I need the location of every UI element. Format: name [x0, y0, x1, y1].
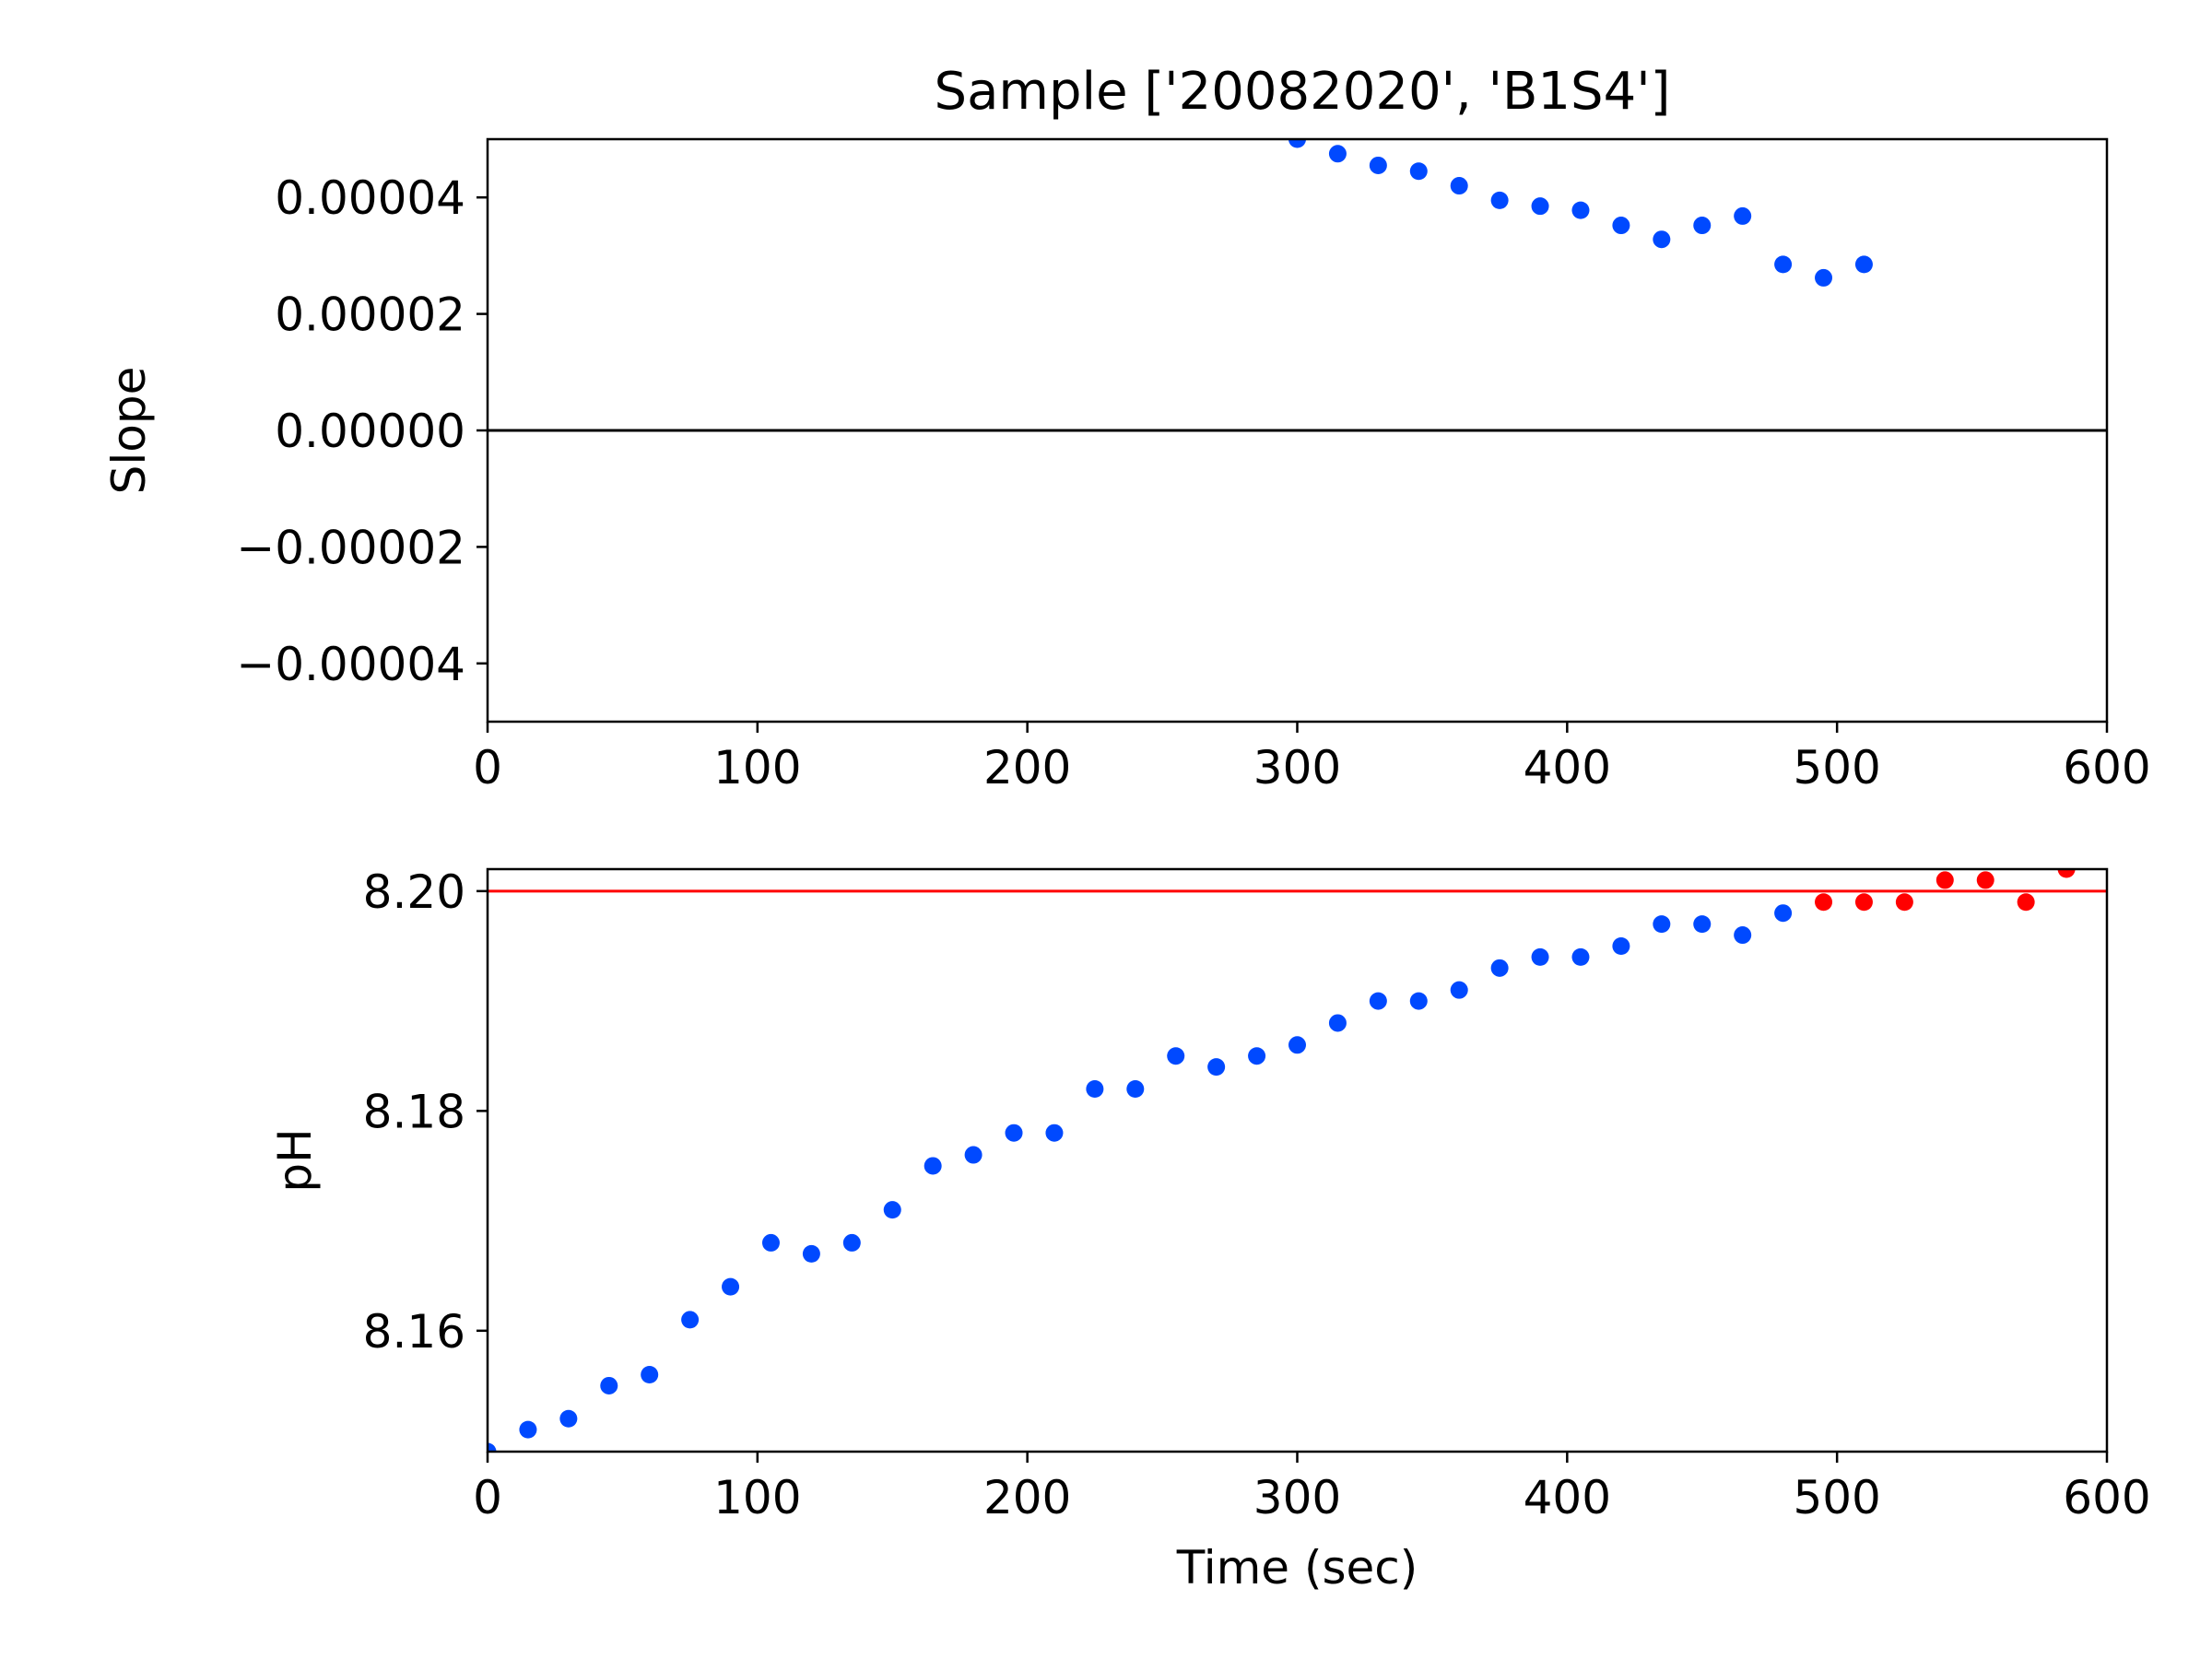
ph-data-point [722, 1277, 740, 1296]
slope-x-tick-label: 500 [1793, 741, 1880, 794]
ph-data-point [1248, 1047, 1266, 1065]
slope-x-tick-label: 0 [473, 741, 502, 794]
slope-data-point [1693, 217, 1712, 235]
chart-title: Sample ['20082020', 'B1S4'] [935, 62, 1671, 122]
slope-data-point [1774, 255, 1793, 274]
slope-y-tick-label: 0.00002 [275, 288, 465, 342]
ph-data-point [883, 1201, 901, 1219]
ph-data-point [924, 1157, 942, 1175]
ph-data-point [1612, 936, 1630, 955]
slope-data-point [1531, 197, 1549, 216]
slope-panel: 0 100 200 300 400 500 600 0.00004 0.00002 0.00000… [102, 137, 2151, 794]
ph-y-axis-label: pH [268, 1128, 322, 1192]
ph-data-point [1409, 992, 1428, 1010]
ph-x-tick-label: 500 [1793, 1471, 1880, 1524]
slope-data-point [1490, 191, 1509, 209]
ph-x-tick-label: 200 [983, 1471, 1071, 1524]
ph-data-point [1490, 959, 1509, 977]
slope-x-tick-label: 300 [1253, 741, 1341, 794]
ph-data-point [802, 1244, 820, 1263]
slope-x-tick-label: 600 [2063, 741, 2150, 794]
ph-y-tick-label: 8.16 [363, 1305, 465, 1359]
ph-data-point [1976, 871, 1994, 889]
ph-data-point [641, 1366, 659, 1384]
slope-data-point [1815, 268, 1833, 287]
ph-panel: 0 100 200 300 400 500 600 8.20 8.18 8.16 pH Time (s… [268, 865, 2151, 1594]
slope-x-tick-label: 200 [983, 741, 1071, 794]
slope-y-axis-label: Slope [102, 367, 156, 495]
ph-data-point [1571, 947, 1590, 966]
ph-data-point [1045, 1124, 1064, 1142]
ph-data-point [559, 1409, 578, 1428]
ph-data-point [519, 1420, 537, 1439]
slope-y-tick-label: 0.00000 [275, 405, 465, 458]
ph-x-tick-label: 100 [713, 1471, 801, 1524]
slope-data-point [1409, 162, 1428, 181]
slope-data-point [1612, 217, 1630, 235]
ph-x-tick-label: 0 [473, 1471, 502, 1524]
slope-points [1288, 139, 1873, 287]
slope-data-point [1571, 201, 1590, 219]
ph-data-point [1895, 893, 1913, 912]
ph-data-point [1815, 893, 1833, 912]
ph-data-point [1653, 915, 1671, 934]
slope-x-tick-label: 400 [1524, 741, 1611, 794]
ph-data-point [1005, 1124, 1023, 1142]
ph-data-point [842, 1233, 861, 1252]
slope-y-tick-label: −0.00002 [236, 521, 465, 574]
ph-data-point [488, 1442, 497, 1452]
ph-data-point [964, 1146, 982, 1164]
slope-y-tick-label: 0.00004 [275, 171, 465, 225]
ph-data-point [1936, 871, 1954, 889]
slope-data-point [1328, 145, 1347, 163]
ph-x-tick-label: 400 [1524, 1471, 1611, 1524]
ph-data-point [1126, 1079, 1145, 1098]
slope-data-point [1369, 156, 1387, 174]
ph-data-point [1854, 893, 1873, 912]
ph-data-point [1774, 904, 1793, 923]
slope-data-point [1653, 230, 1671, 249]
ph-y-tick-label: 8.20 [363, 865, 465, 919]
ph-data-point [1328, 1014, 1347, 1032]
ph-data-point [1450, 981, 1468, 999]
ph-data-point [1693, 915, 1712, 934]
slope-data-point [1734, 206, 1752, 225]
ph-data-point [1288, 1036, 1306, 1054]
ph-data-point [761, 1233, 780, 1252]
ph-data-point [1734, 926, 1752, 945]
ph-data-point [1207, 1058, 1226, 1077]
ph-data-point [1167, 1047, 1185, 1065]
ph-data-point [600, 1376, 618, 1394]
slope-data-point [1854, 255, 1873, 274]
slope-x-tick-label: 100 [713, 741, 801, 794]
ph-data-point [681, 1311, 700, 1329]
ph-points [488, 869, 2076, 1452]
slope-data-point [1288, 139, 1306, 148]
ph-data-point [2017, 893, 2035, 912]
ph-x-tick-label: 300 [1253, 1471, 1341, 1524]
ph-x-tick-label: 600 [2063, 1471, 2150, 1524]
ph-x-axis-label: Time (sec) [1176, 1541, 1418, 1594]
ph-data-point [2057, 869, 2076, 878]
ph-y-tick-label: 8.18 [363, 1085, 465, 1138]
ph-data-point [1369, 992, 1387, 1010]
ph-data-point [1531, 947, 1549, 966]
slope-data-point [1450, 177, 1468, 195]
ph-data-point [1086, 1079, 1104, 1098]
slope-y-tick-label: −0.00004 [236, 638, 465, 691]
ph-axes-frame [486, 867, 2109, 1453]
